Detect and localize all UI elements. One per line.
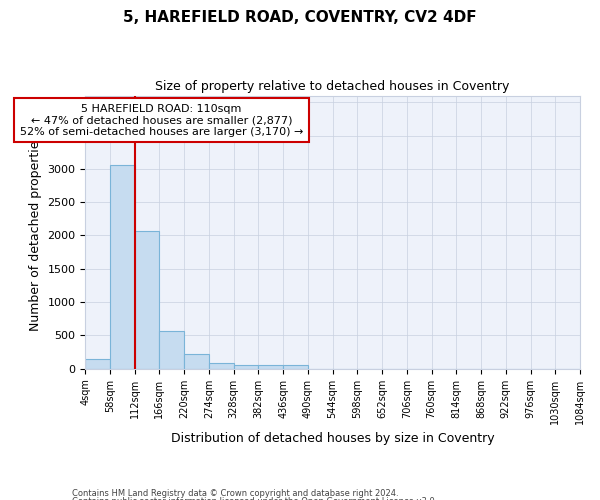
Bar <box>110 165 134 368</box>
Bar <box>233 365 259 368</box>
Text: Contains HM Land Registry data © Crown copyright and database right 2024.: Contains HM Land Registry data © Crown c… <box>72 488 398 498</box>
Text: 5 HAREFIELD ROAD: 110sqm
← 47% of detached houses are smaller (2,877)
52% of sem: 5 HAREFIELD ROAD: 110sqm ← 47% of detach… <box>20 104 303 136</box>
Bar <box>134 231 160 368</box>
Bar <box>283 366 308 368</box>
Text: 5, HAREFIELD ROAD, COVENTRY, CV2 4DF: 5, HAREFIELD ROAD, COVENTRY, CV2 4DF <box>123 10 477 25</box>
Bar <box>184 354 209 368</box>
X-axis label: Distribution of detached houses by size in Coventry: Distribution of detached houses by size … <box>171 432 494 445</box>
Bar <box>160 330 184 368</box>
Bar <box>259 366 283 368</box>
Y-axis label: Number of detached properties: Number of detached properties <box>29 134 42 330</box>
Text: Contains public sector information licensed under the Open Government Licence v3: Contains public sector information licen… <box>72 497 437 500</box>
Title: Size of property relative to detached houses in Coventry: Size of property relative to detached ho… <box>155 80 510 93</box>
Bar <box>209 364 233 368</box>
Bar <box>85 358 110 368</box>
